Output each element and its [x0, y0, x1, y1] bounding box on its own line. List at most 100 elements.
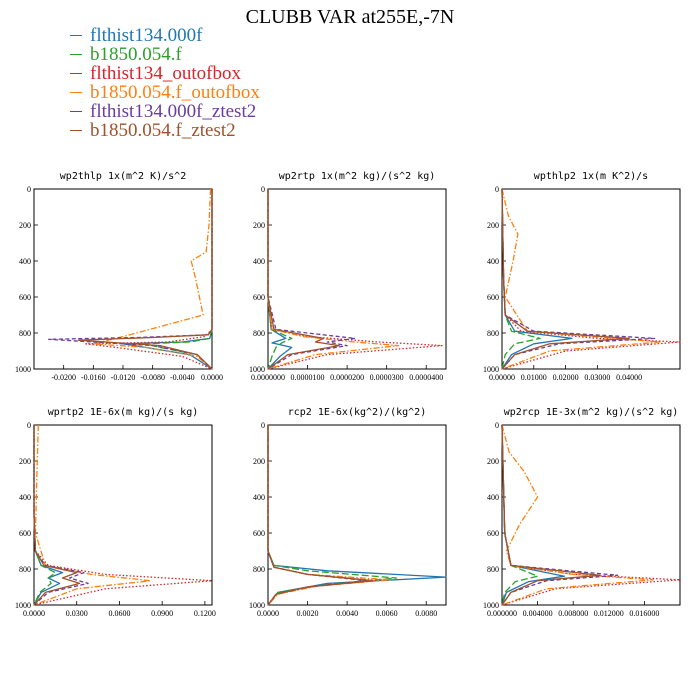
- series-line: [33, 424, 152, 606]
- x-tick-label: -0.0120: [111, 373, 136, 382]
- x-tick-label: 0.0040: [336, 609, 358, 618]
- y-tick-label: 1000: [483, 601, 499, 610]
- legend-entry: b1850.054.f: [70, 45, 260, 64]
- series-line: [501, 424, 601, 606]
- series-line: [267, 425, 392, 606]
- x-tick-label: -0.0200: [51, 373, 76, 382]
- y-tick-label: 400: [253, 493, 265, 502]
- x-tick-label: 0.0000000: [251, 373, 285, 382]
- y-tick-label: 200: [487, 221, 499, 230]
- y-tick-label: 600: [487, 529, 499, 538]
- x-tick-label: 0.000000: [487, 609, 517, 618]
- legend: flthist134.000f b1850.054.f flthist134_o…: [70, 26, 260, 140]
- chart-panel: wpthlp2 1x(m K^2)/s 0 200 400 600 800 10000.00…: [483, 171, 681, 382]
- legend-swatch: [70, 130, 82, 131]
- chart-panel: wp2rtp 1x(m^2 kg)/(s^2 kg) 0 200 400 600 800 1…: [249, 171, 447, 382]
- legend-swatch: [70, 111, 82, 112]
- y-tick-label: 400: [19, 257, 31, 266]
- x-tick-label: 0.1200: [194, 609, 216, 618]
- legend-label: b1850.054.f_outofbox: [90, 82, 260, 103]
- x-tick-label: 0.008000: [558, 609, 588, 618]
- legend-label: b1850.054.f: [90, 44, 182, 65]
- y-tick-label: 800: [253, 565, 265, 574]
- x-tick-label: 0.0000200: [330, 373, 364, 382]
- plot-frame: [501, 424, 681, 606]
- y-tick-label: 0: [495, 421, 499, 430]
- series-line: [267, 189, 293, 370]
- chart-title: wp2rcp 1E-3x(m^2 kg)/(s^2 kg): [504, 407, 679, 418]
- x-tick-label: 0.0000400: [409, 373, 443, 382]
- legend-swatch: [70, 73, 82, 74]
- y-tick-label: 800: [487, 565, 499, 574]
- series-line: [267, 425, 374, 606]
- x-tick-label: 0.01000: [521, 373, 547, 382]
- y-tick-label: 600: [19, 529, 31, 538]
- series-line: [501, 424, 654, 606]
- y-tick-label: 200: [19, 221, 31, 230]
- y-tick-label: 0: [261, 185, 265, 194]
- series-line: [501, 424, 539, 606]
- x-tick-label: 0.0000: [257, 609, 279, 618]
- y-tick-label: 1000: [15, 601, 31, 610]
- y-tick-label: 800: [19, 565, 31, 574]
- y-tick-label: 200: [487, 457, 499, 466]
- y-tick-label: 200: [253, 457, 265, 466]
- y-tick-label: 400: [487, 493, 499, 502]
- x-tick-label: 0.0900: [151, 609, 173, 618]
- legend-label: b1850.054.f_ztest2: [90, 120, 236, 141]
- y-tick-label: 1000: [15, 365, 31, 374]
- x-tick-label: 0.0000300: [370, 373, 404, 382]
- series-line: [501, 424, 681, 606]
- y-tick-label: 800: [19, 329, 31, 338]
- plot-frame: [501, 188, 681, 370]
- chart-title: wp2thlp 1x(m^2 K)/s^2: [60, 171, 186, 182]
- x-tick-label: 0.0600: [108, 609, 130, 618]
- legend-swatch: [70, 35, 82, 36]
- series-line: [267, 189, 340, 370]
- y-tick-label: 600: [19, 293, 31, 302]
- legend-entry: flthist134_outofbox: [70, 64, 260, 83]
- y-tick-label: 400: [19, 493, 31, 502]
- x-tick-label: 0.00000: [489, 373, 515, 382]
- y-tick-label: 0: [27, 421, 31, 430]
- x-tick-label: 0.0300: [66, 609, 88, 618]
- y-tick-label: 1000: [249, 601, 265, 610]
- series-line: [267, 189, 400, 370]
- series-line: [33, 425, 89, 606]
- chart-title: wp2rtp 1x(m^2 kg)/(s^2 kg): [279, 171, 436, 182]
- legend-label: flthist134_outofbox: [90, 63, 241, 84]
- x-tick-label: 0.04000: [616, 373, 642, 382]
- legend-entry: flthist134.000f_ztest2: [70, 102, 260, 121]
- x-tick-label: -0.0040: [170, 373, 195, 382]
- x-tick-label: 0.0080: [415, 609, 437, 618]
- series-line: [33, 425, 213, 606]
- series-line: [501, 188, 541, 370]
- x-tick-label: 0.012000: [594, 609, 624, 618]
- chart-panel: wp2rcp 1E-3x(m^2 kg)/(s^2 kg) 0 200 400 600 8…: [483, 407, 681, 618]
- chart-panel: rcp2 1E-6x(kg^2)/(kg^2) 0 200 400 600 800 1000…: [249, 407, 447, 618]
- series-line: [122, 189, 213, 370]
- y-tick-label: 0: [261, 421, 265, 430]
- y-tick-label: 200: [19, 457, 31, 466]
- x-tick-label: 0.0020: [297, 609, 319, 618]
- x-tick-label: -0.0080: [140, 373, 165, 382]
- series-line: [501, 188, 630, 370]
- y-tick-label: 400: [487, 257, 499, 266]
- y-tick-label: 600: [487, 293, 499, 302]
- legend-label: flthist134.000f: [90, 25, 203, 46]
- legend-entry: flthist134.000f: [70, 26, 260, 45]
- y-tick-label: 0: [495, 185, 499, 194]
- chart-panel: wprtp2 1E-6x(m kg)/(s kg) 0 200 400 600 800 10…: [15, 407, 216, 618]
- y-tick-label: 0: [27, 185, 31, 194]
- x-tick-label: -0.0160: [81, 373, 106, 382]
- legend-swatch: [70, 54, 82, 55]
- series-line: [267, 189, 293, 370]
- x-tick-label: 0.0000100: [291, 373, 325, 382]
- y-tick-label: 200: [253, 221, 265, 230]
- series-line: [501, 188, 573, 370]
- y-tick-label: 600: [253, 293, 265, 302]
- y-tick-label: 400: [253, 257, 265, 266]
- y-tick-label: 600: [253, 529, 265, 538]
- chart-title: wprtp2 1E-6x(m kg)/(s kg): [48, 407, 199, 418]
